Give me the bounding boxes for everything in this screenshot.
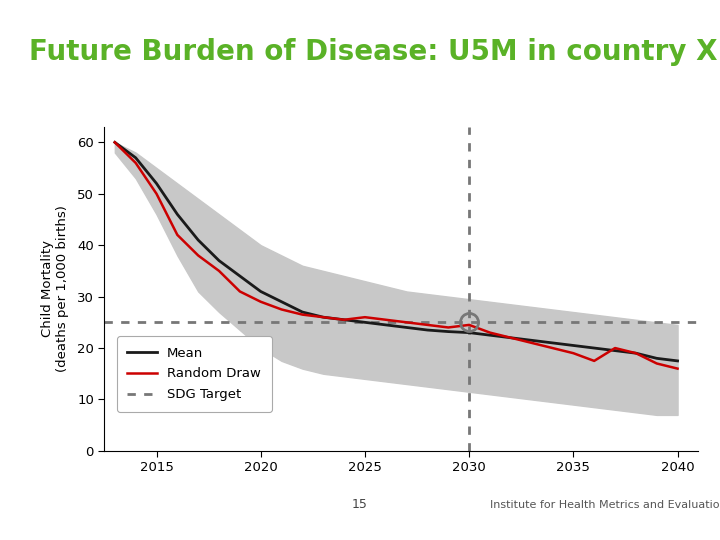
Mean bbox=[152, 180, 161, 187]
Random Draw bbox=[173, 232, 181, 238]
Mean bbox=[506, 334, 515, 341]
Random Draw bbox=[548, 345, 557, 352]
Mean bbox=[423, 327, 432, 333]
Mean bbox=[382, 322, 390, 328]
Y-axis label: Child Mortality
(deaths per 1,000 births): Child Mortality (deaths per 1,000 births… bbox=[41, 205, 69, 373]
Random Draw bbox=[319, 314, 328, 320]
Random Draw bbox=[486, 329, 495, 336]
Line: Mean: Mean bbox=[114, 143, 678, 361]
Random Draw bbox=[235, 288, 244, 295]
Mean bbox=[277, 299, 286, 305]
Mean bbox=[361, 319, 369, 326]
Text: 15: 15 bbox=[352, 498, 368, 511]
Mean bbox=[569, 342, 577, 349]
Random Draw bbox=[590, 357, 598, 364]
Random Draw bbox=[131, 160, 140, 166]
Text: Future Burden of Disease: U5M in country X: Future Burden of Disease: U5M in country… bbox=[29, 38, 717, 66]
Mean bbox=[215, 258, 223, 264]
Mean bbox=[590, 345, 598, 352]
Mean bbox=[652, 355, 661, 362]
Random Draw bbox=[444, 324, 453, 330]
Mean bbox=[298, 309, 307, 315]
Mean bbox=[131, 154, 140, 161]
Random Draw bbox=[215, 268, 223, 274]
Random Draw bbox=[631, 350, 640, 356]
Random Draw bbox=[152, 191, 161, 197]
Random Draw bbox=[277, 306, 286, 313]
Mean bbox=[611, 347, 619, 354]
Mean bbox=[527, 337, 536, 343]
Random Draw bbox=[673, 366, 682, 372]
Random Draw bbox=[194, 252, 202, 259]
Random Draw bbox=[110, 139, 119, 146]
Random Draw bbox=[423, 322, 432, 328]
Mean bbox=[486, 332, 495, 339]
Line: Random Draw: Random Draw bbox=[114, 143, 678, 369]
Mean bbox=[340, 316, 348, 323]
Random Draw bbox=[652, 360, 661, 367]
Mean bbox=[173, 211, 181, 218]
Random Draw bbox=[465, 322, 474, 328]
Random Draw bbox=[611, 345, 619, 352]
Mean bbox=[194, 237, 202, 244]
Text: Institute for Health Metrics and Evaluation: Institute for Health Metrics and Evaluat… bbox=[490, 500, 720, 510]
Mean bbox=[631, 350, 640, 356]
Random Draw bbox=[361, 314, 369, 320]
Mean bbox=[319, 314, 328, 320]
Random Draw bbox=[506, 334, 515, 341]
Random Draw bbox=[402, 319, 411, 326]
Random Draw bbox=[527, 340, 536, 346]
Mean bbox=[673, 357, 682, 364]
Random Draw bbox=[569, 350, 577, 356]
Random Draw bbox=[340, 316, 348, 323]
Mean bbox=[444, 328, 453, 335]
Mean bbox=[256, 288, 265, 295]
Mean bbox=[402, 324, 411, 330]
Legend: Mean, Random Draw, SDG Target: Mean, Random Draw, SDG Target bbox=[117, 336, 271, 412]
Mean bbox=[235, 273, 244, 279]
Mean bbox=[548, 340, 557, 346]
Random Draw bbox=[256, 299, 265, 305]
Random Draw bbox=[382, 316, 390, 323]
Mean bbox=[110, 139, 119, 146]
Random Draw bbox=[298, 312, 307, 318]
Mean bbox=[465, 329, 474, 336]
